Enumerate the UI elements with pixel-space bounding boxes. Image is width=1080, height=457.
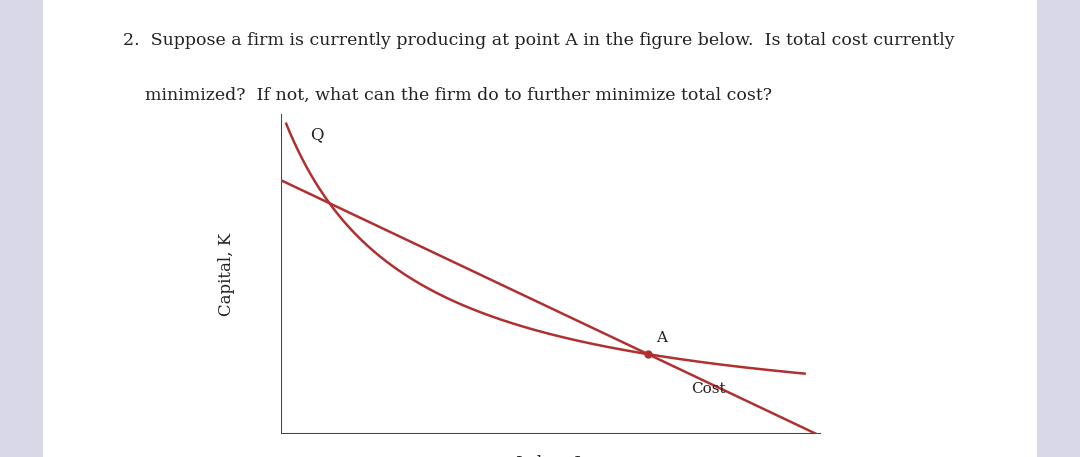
Text: Labor, L: Labor, L [516,454,585,457]
Text: 2.  Suppose a firm is currently producing at point A in the figure below.  Is to: 2. Suppose a firm is currently producing… [123,32,955,49]
Text: A: A [656,331,667,345]
Text: minimized?  If not, what can the firm do to further minimize total cost?: minimized? If not, what can the firm do … [123,87,772,104]
Text: Cost: Cost [691,383,726,396]
Text: Q: Q [311,127,324,143]
Text: Capital, K: Capital, K [218,233,235,316]
